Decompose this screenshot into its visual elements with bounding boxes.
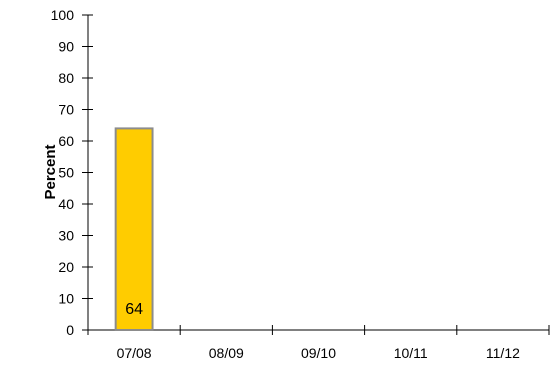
y-tick-label: 0 xyxy=(66,322,74,338)
x-tick-label: 11/12 xyxy=(486,345,520,361)
y-tick-label: 30 xyxy=(58,228,74,244)
y-tick-label: 100 xyxy=(51,7,75,23)
y-tick-label: 70 xyxy=(58,102,74,118)
y-axis: 0 10 20 30 40 50 60 70 80 90 100 xyxy=(51,7,93,338)
bar-series: 64 xyxy=(114,127,154,331)
y-tick-label: 80 xyxy=(58,70,74,86)
y-tick-label: 60 xyxy=(58,133,74,149)
y-tick-label: 50 xyxy=(58,165,74,181)
bar xyxy=(114,127,154,331)
x-tick-label: 08/09 xyxy=(209,345,244,361)
x-axis: 07/08 08/09 09/10 10/11 11/12 xyxy=(87,325,550,361)
y-tick-label: 90 xyxy=(58,39,74,55)
x-tick-label: 07/08 xyxy=(117,345,152,361)
y-tick-label: 40 xyxy=(58,196,74,212)
x-tick-label: 09/10 xyxy=(301,345,336,361)
y-axis-title: Percent xyxy=(42,144,59,199)
x-tick-label: 10/11 xyxy=(394,345,428,361)
bar-data-label: 64 xyxy=(125,301,143,318)
y-tick-label: 20 xyxy=(58,259,74,275)
y-tick-label: 10 xyxy=(58,291,74,307)
